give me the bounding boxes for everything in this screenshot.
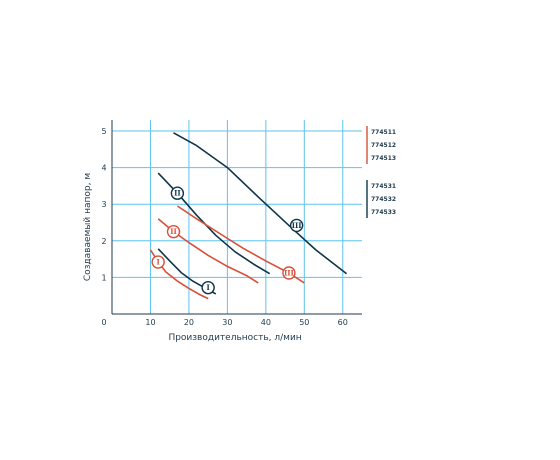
y-tick-label: 1 xyxy=(101,273,106,282)
series-marker-label: II xyxy=(174,189,181,198)
series-marker-red-i xyxy=(151,255,165,269)
x-tick-label: 0 xyxy=(101,318,106,327)
x-tick-label: 10 xyxy=(145,318,155,327)
x-tick-label: 50 xyxy=(299,318,309,327)
legend-item: 774531 xyxy=(371,183,396,190)
y-tick-label: 3 xyxy=(101,200,106,209)
series-marker-label: I xyxy=(157,258,160,267)
legend-item: 774511 xyxy=(371,129,396,136)
y-tick-labels: 1 2 3 4 5 xyxy=(101,127,106,282)
series-marker-label: III xyxy=(292,221,302,230)
axes xyxy=(111,120,362,315)
x-tick-label: 20 xyxy=(184,318,194,327)
legend-item: 774533 xyxy=(371,209,396,216)
grid-lines xyxy=(112,120,362,314)
legend-item: 774512 xyxy=(371,142,396,149)
series-marker-label: I xyxy=(207,283,210,292)
x-tick-label: 40 xyxy=(261,318,271,327)
series-marker-label: III xyxy=(284,269,294,278)
y-axis-title: Создаваемый напор, м xyxy=(83,173,93,281)
series-marker-red-iii xyxy=(282,266,296,280)
legend-item: 774513 xyxy=(371,155,396,162)
legend: 774511 774512 774513 774531 774532 774533 xyxy=(366,126,396,218)
series-lines xyxy=(149,132,348,300)
series-marker-dark-iii xyxy=(289,218,304,233)
x-tick-labels: 0 10 20 30 40 50 60 xyxy=(101,318,347,327)
x-tick-label: 60 xyxy=(338,318,348,327)
y-tick-label: 5 xyxy=(101,127,106,136)
series-marker-red-ii xyxy=(166,224,181,239)
y-tick-label: 4 xyxy=(101,164,106,173)
series-marker-dark-i xyxy=(201,280,215,295)
series-line-dark-iii xyxy=(173,132,348,275)
legend-item: 774532 xyxy=(371,196,396,203)
x-axis-title: Производительность, л/мин xyxy=(168,333,301,343)
series-marker-dark-ii xyxy=(170,186,185,200)
x-tick-label: 30 xyxy=(222,318,232,327)
series-marker-label: II xyxy=(170,227,177,236)
y-tick-label: 2 xyxy=(101,237,106,246)
